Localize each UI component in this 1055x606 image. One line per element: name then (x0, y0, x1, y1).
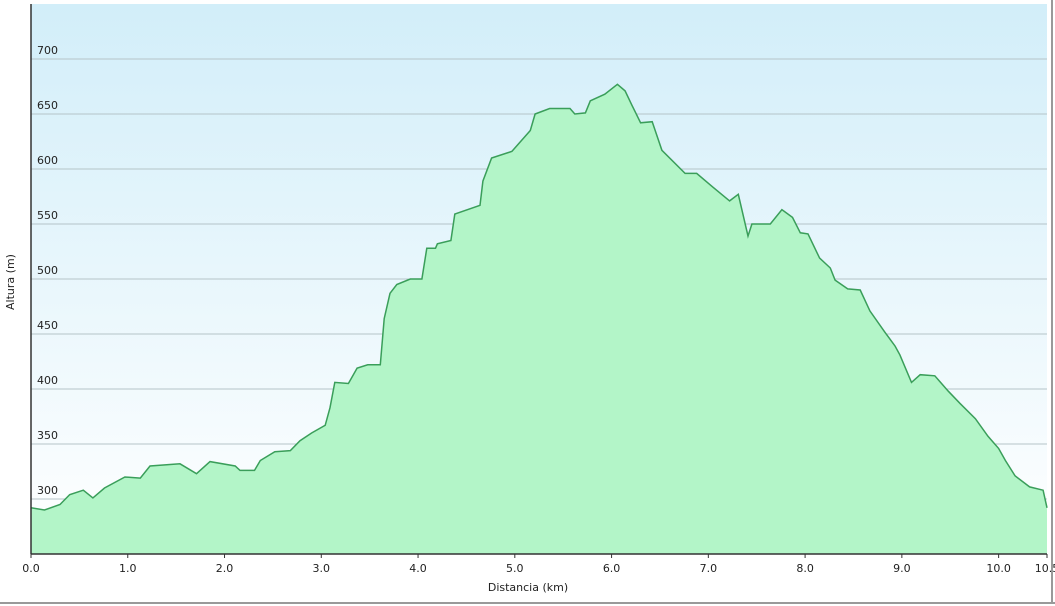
y-tick-label: 350 (37, 429, 58, 442)
elevation-line (30, 83, 1048, 511)
x-tick-label: 4.0 (409, 562, 427, 575)
x-tick-label: 9.0 (893, 562, 911, 575)
y-tick-label: 500 (37, 264, 58, 277)
x-tick-label: 10.5 (1035, 562, 1055, 575)
x-axis-label: Distancia (km) (488, 581, 568, 594)
y-tick-label: 550 (37, 209, 58, 222)
y-tick-label: 650 (37, 99, 58, 112)
y-tick-label: 400 (37, 374, 58, 387)
y-tick-label: 300 (37, 484, 58, 497)
x-tick-label: 2.0 (216, 562, 234, 575)
x-tick-label: 3.0 (313, 562, 331, 575)
x-tick-label: 10.0 (986, 562, 1011, 575)
x-tick-label: 5.0 (506, 562, 524, 575)
x-tick-label: 1.0 (119, 562, 137, 575)
elevation-area (31, 84, 1047, 555)
x-tick-label: 0.0 (22, 562, 40, 575)
x-tick-label: 8.0 (796, 562, 814, 575)
y-tick-label: 600 (37, 154, 58, 167)
x-tick-label: 7.0 (700, 562, 718, 575)
y-tick-label: 700 (37, 44, 58, 57)
x-tick-label: 6.0 (603, 562, 621, 575)
y-axis-label: Altura (m) (4, 254, 17, 310)
y-tick-label: 450 (37, 319, 58, 332)
